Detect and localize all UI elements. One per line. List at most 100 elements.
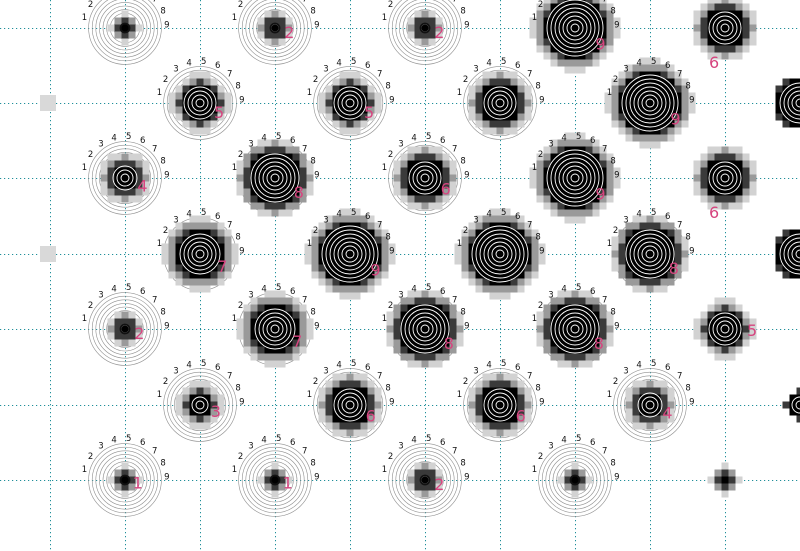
blob-pixel bbox=[278, 304, 286, 312]
blob-pixel bbox=[721, 346, 729, 354]
blob-pixel bbox=[346, 85, 354, 93]
blob-pixel bbox=[292, 181, 300, 189]
blob-pixel bbox=[707, 24, 715, 32]
blob-pixel bbox=[114, 24, 122, 32]
blob-pixel bbox=[292, 195, 300, 203]
scale-number: 5 bbox=[501, 57, 506, 67]
blob-pixel bbox=[592, 59, 600, 67]
blob-pixel bbox=[114, 469, 122, 477]
blob-pixel bbox=[189, 380, 197, 388]
blob-pixel bbox=[550, 174, 558, 182]
scale-number: 3 bbox=[173, 216, 178, 226]
blob-pixel bbox=[606, 181, 614, 189]
inner-ring bbox=[400, 304, 450, 354]
blob-pixel bbox=[496, 401, 504, 409]
scale-ring bbox=[256, 9, 294, 47]
blob-pixel bbox=[264, 24, 272, 32]
blob-pixel bbox=[435, 195, 443, 203]
blob-pixel bbox=[421, 167, 429, 175]
scale-ring bbox=[249, 454, 301, 506]
scale-number: 8 bbox=[610, 458, 615, 468]
blob-pixel bbox=[592, 45, 600, 53]
blob-pixel bbox=[517, 264, 525, 272]
blob-pixel bbox=[400, 346, 408, 354]
blob-pixel bbox=[564, 353, 572, 361]
blob-pixel bbox=[285, 346, 293, 354]
blob-pixel bbox=[613, 31, 621, 39]
blob-pixel bbox=[503, 429, 511, 437]
blob-pixel bbox=[536, 160, 544, 168]
blob-pixel bbox=[428, 360, 436, 368]
blob-pixel bbox=[510, 120, 518, 128]
blob-pixel bbox=[681, 113, 689, 121]
scale-number: 1 bbox=[157, 390, 162, 400]
blob-pixel bbox=[407, 195, 415, 203]
scale-number: 2 bbox=[313, 377, 318, 387]
blob-pixel bbox=[292, 174, 300, 182]
blob-pixel bbox=[135, 188, 143, 196]
blob-pixel bbox=[278, 10, 286, 18]
blob-pixel bbox=[243, 304, 251, 312]
blob-pixel bbox=[543, 52, 551, 60]
blob-pixel bbox=[735, 311, 743, 319]
scale-ring bbox=[245, 450, 305, 510]
inner-ring bbox=[341, 245, 359, 263]
blob-pixel bbox=[660, 422, 668, 430]
blob-pixel bbox=[442, 181, 450, 189]
blob-pixel bbox=[217, 408, 225, 416]
blob-pixel bbox=[599, 304, 607, 312]
blob-pixel bbox=[775, 236, 783, 244]
blob-pixel bbox=[325, 243, 333, 251]
blob-pixel bbox=[681, 264, 689, 272]
inner-ring bbox=[412, 165, 438, 191]
blob-pixel bbox=[564, 45, 572, 53]
blob-pixel bbox=[667, 236, 675, 244]
scale-number: 1 bbox=[532, 163, 537, 173]
blob-pixel bbox=[550, 297, 558, 305]
scale-number: 7 bbox=[527, 220, 532, 230]
scale-number: 7 bbox=[602, 446, 607, 456]
blob-pixel bbox=[353, 229, 361, 237]
scale-number: 3 bbox=[548, 140, 553, 150]
blob-pixel bbox=[618, 250, 626, 258]
scale-number: 4 bbox=[411, 133, 416, 143]
blob-pixel bbox=[114, 311, 122, 319]
blob-pixel bbox=[135, 160, 143, 168]
blob-pixel bbox=[175, 257, 183, 265]
blob-pixel bbox=[353, 271, 361, 279]
blob-pixel bbox=[367, 264, 375, 272]
blob-pixel bbox=[257, 346, 265, 354]
blob-pixel bbox=[121, 318, 129, 326]
scale-ring bbox=[256, 461, 294, 499]
scale-number: 5 bbox=[351, 57, 356, 67]
blob-pixel bbox=[735, 160, 743, 168]
blob-pixel bbox=[346, 250, 354, 258]
blob-pixel bbox=[353, 120, 361, 128]
blob-pixel bbox=[442, 332, 450, 340]
blob-pixel bbox=[796, 264, 800, 272]
blob-pixel bbox=[374, 401, 382, 409]
blob-pixel bbox=[482, 229, 490, 237]
scale-number: 1 bbox=[607, 390, 612, 400]
blob-pixel bbox=[550, 325, 558, 333]
scale-ring bbox=[102, 457, 148, 503]
blob-pixel bbox=[306, 167, 314, 175]
scale-number: 5 bbox=[501, 208, 506, 218]
blob-pixel bbox=[660, 229, 668, 237]
blob-pixel bbox=[728, 3, 736, 11]
scale-ring bbox=[624, 379, 676, 431]
blob-pixel bbox=[592, 202, 600, 210]
blob-pixel bbox=[728, 181, 736, 189]
blob-pixel bbox=[388, 250, 396, 258]
scale-number: 7 bbox=[152, 0, 157, 4]
blob-pixel bbox=[496, 215, 504, 223]
blob-pixel bbox=[700, 339, 708, 347]
blob-pixel bbox=[482, 429, 490, 437]
blob-pixel bbox=[517, 387, 525, 395]
blob-pixel bbox=[175, 222, 183, 230]
blob-pixel bbox=[367, 106, 375, 114]
blob-pixel bbox=[653, 380, 661, 388]
blob-pixel bbox=[332, 271, 340, 279]
